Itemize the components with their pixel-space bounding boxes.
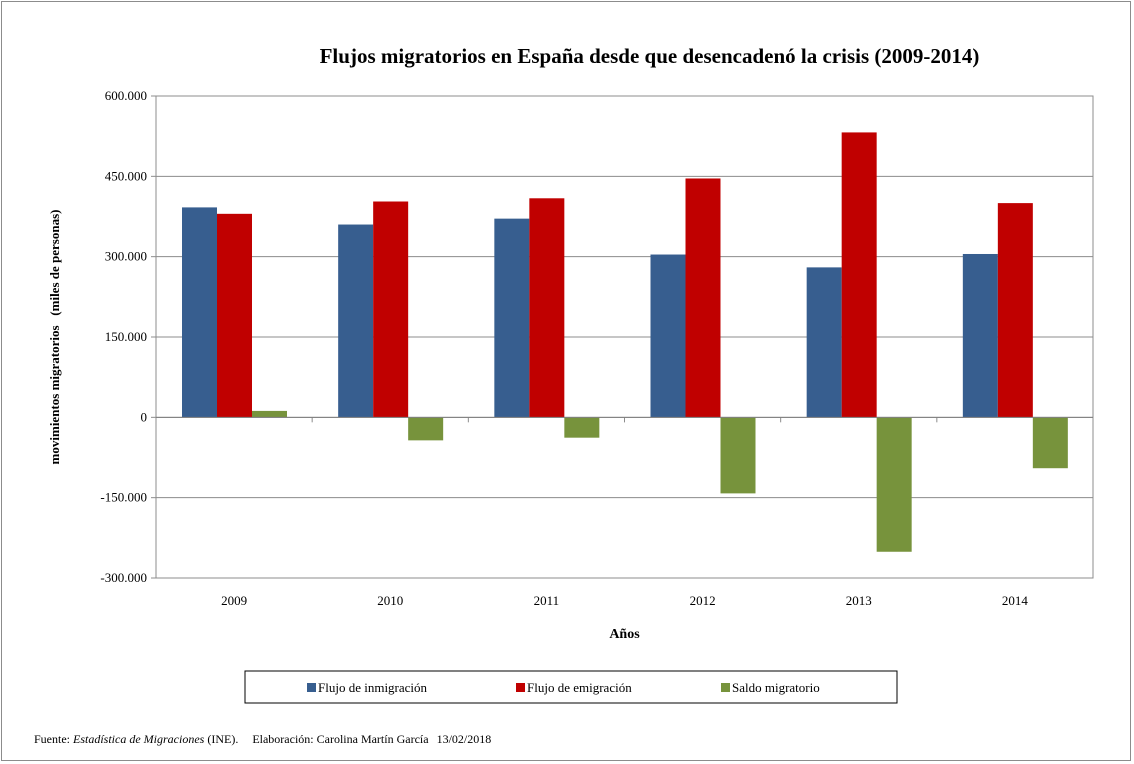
bar-flujo-de-inmigración bbox=[494, 218, 530, 418]
bar-flujo-de-inmigración bbox=[650, 254, 686, 418]
legend-label: Flujo de inmigración bbox=[318, 680, 428, 695]
bar-saldo-migratorio bbox=[720, 417, 756, 494]
bar-flujo-de-emigración bbox=[841, 132, 877, 418]
bar-saldo-migratorio bbox=[564, 417, 600, 438]
bar-flujo-de-inmigración bbox=[806, 267, 842, 418]
x-tick-label: 2014 bbox=[1002, 593, 1029, 608]
x-axis-label: Años bbox=[609, 627, 640, 642]
bar-saldo-migratorio bbox=[1032, 417, 1068, 469]
bar-flujo-de-inmigración bbox=[962, 253, 998, 418]
legend-swatch bbox=[307, 683, 316, 692]
legend-label: Saldo migratorio bbox=[732, 680, 820, 695]
footer-source-suffix: (INE). bbox=[204, 732, 239, 746]
x-tick-label: 2013 bbox=[846, 593, 872, 608]
footer-source-title: Estadística de Migraciones bbox=[73, 732, 205, 746]
legend-swatch bbox=[721, 683, 730, 692]
bar-saldo-migratorio bbox=[252, 410, 287, 418]
y-axis-label: movimientos migratorios (miles de person… bbox=[47, 210, 62, 465]
legend-label: Flujo de emigración bbox=[527, 680, 632, 695]
y-tick-label: 300.000 bbox=[105, 249, 147, 264]
bar-flujo-de-emigración bbox=[217, 213, 252, 418]
x-tick-label: 2009 bbox=[221, 593, 247, 608]
plot-area-border bbox=[155, 95, 1094, 579]
footer-source-prefix: Fuente: bbox=[34, 732, 73, 746]
y-tick-label: -150.000 bbox=[100, 490, 147, 505]
x-tick-label: 2012 bbox=[690, 593, 716, 608]
y-tick-label: 600.000 bbox=[105, 88, 147, 103]
y-tick-label: 0 bbox=[141, 409, 148, 424]
bar-flujo-de-inmigración bbox=[338, 224, 374, 418]
bar-saldo-migratorio bbox=[408, 417, 444, 441]
bar-flujo-de-emigración bbox=[373, 201, 409, 418]
x-tick-label: 2010 bbox=[377, 593, 403, 608]
footer-author: Elaboración: Carolina Martín García bbox=[252, 732, 429, 746]
y-tick-label: 450.000 bbox=[105, 168, 147, 183]
y-tick-label: -300.000 bbox=[100, 570, 147, 585]
bar-flujo-de-inmigración bbox=[182, 207, 217, 418]
legend-swatch bbox=[516, 683, 525, 692]
chart-title: Flujos migratorios en España desde que d… bbox=[320, 44, 980, 68]
footer-date: 13/02/2018 bbox=[436, 732, 492, 746]
bar-flujo-de-emigración bbox=[529, 198, 565, 418]
bar-saldo-migratorio bbox=[876, 417, 912, 552]
bar-flujo-de-emigración bbox=[997, 203, 1033, 418]
y-tick-label: 150.000 bbox=[105, 329, 147, 344]
legend-box bbox=[244, 670, 898, 704]
footer: Fuente: Estadística de Migraciones (INE)… bbox=[34, 732, 491, 747]
bar-flujo-de-emigración bbox=[685, 178, 721, 418]
x-tick-label: 2011 bbox=[534, 593, 560, 608]
